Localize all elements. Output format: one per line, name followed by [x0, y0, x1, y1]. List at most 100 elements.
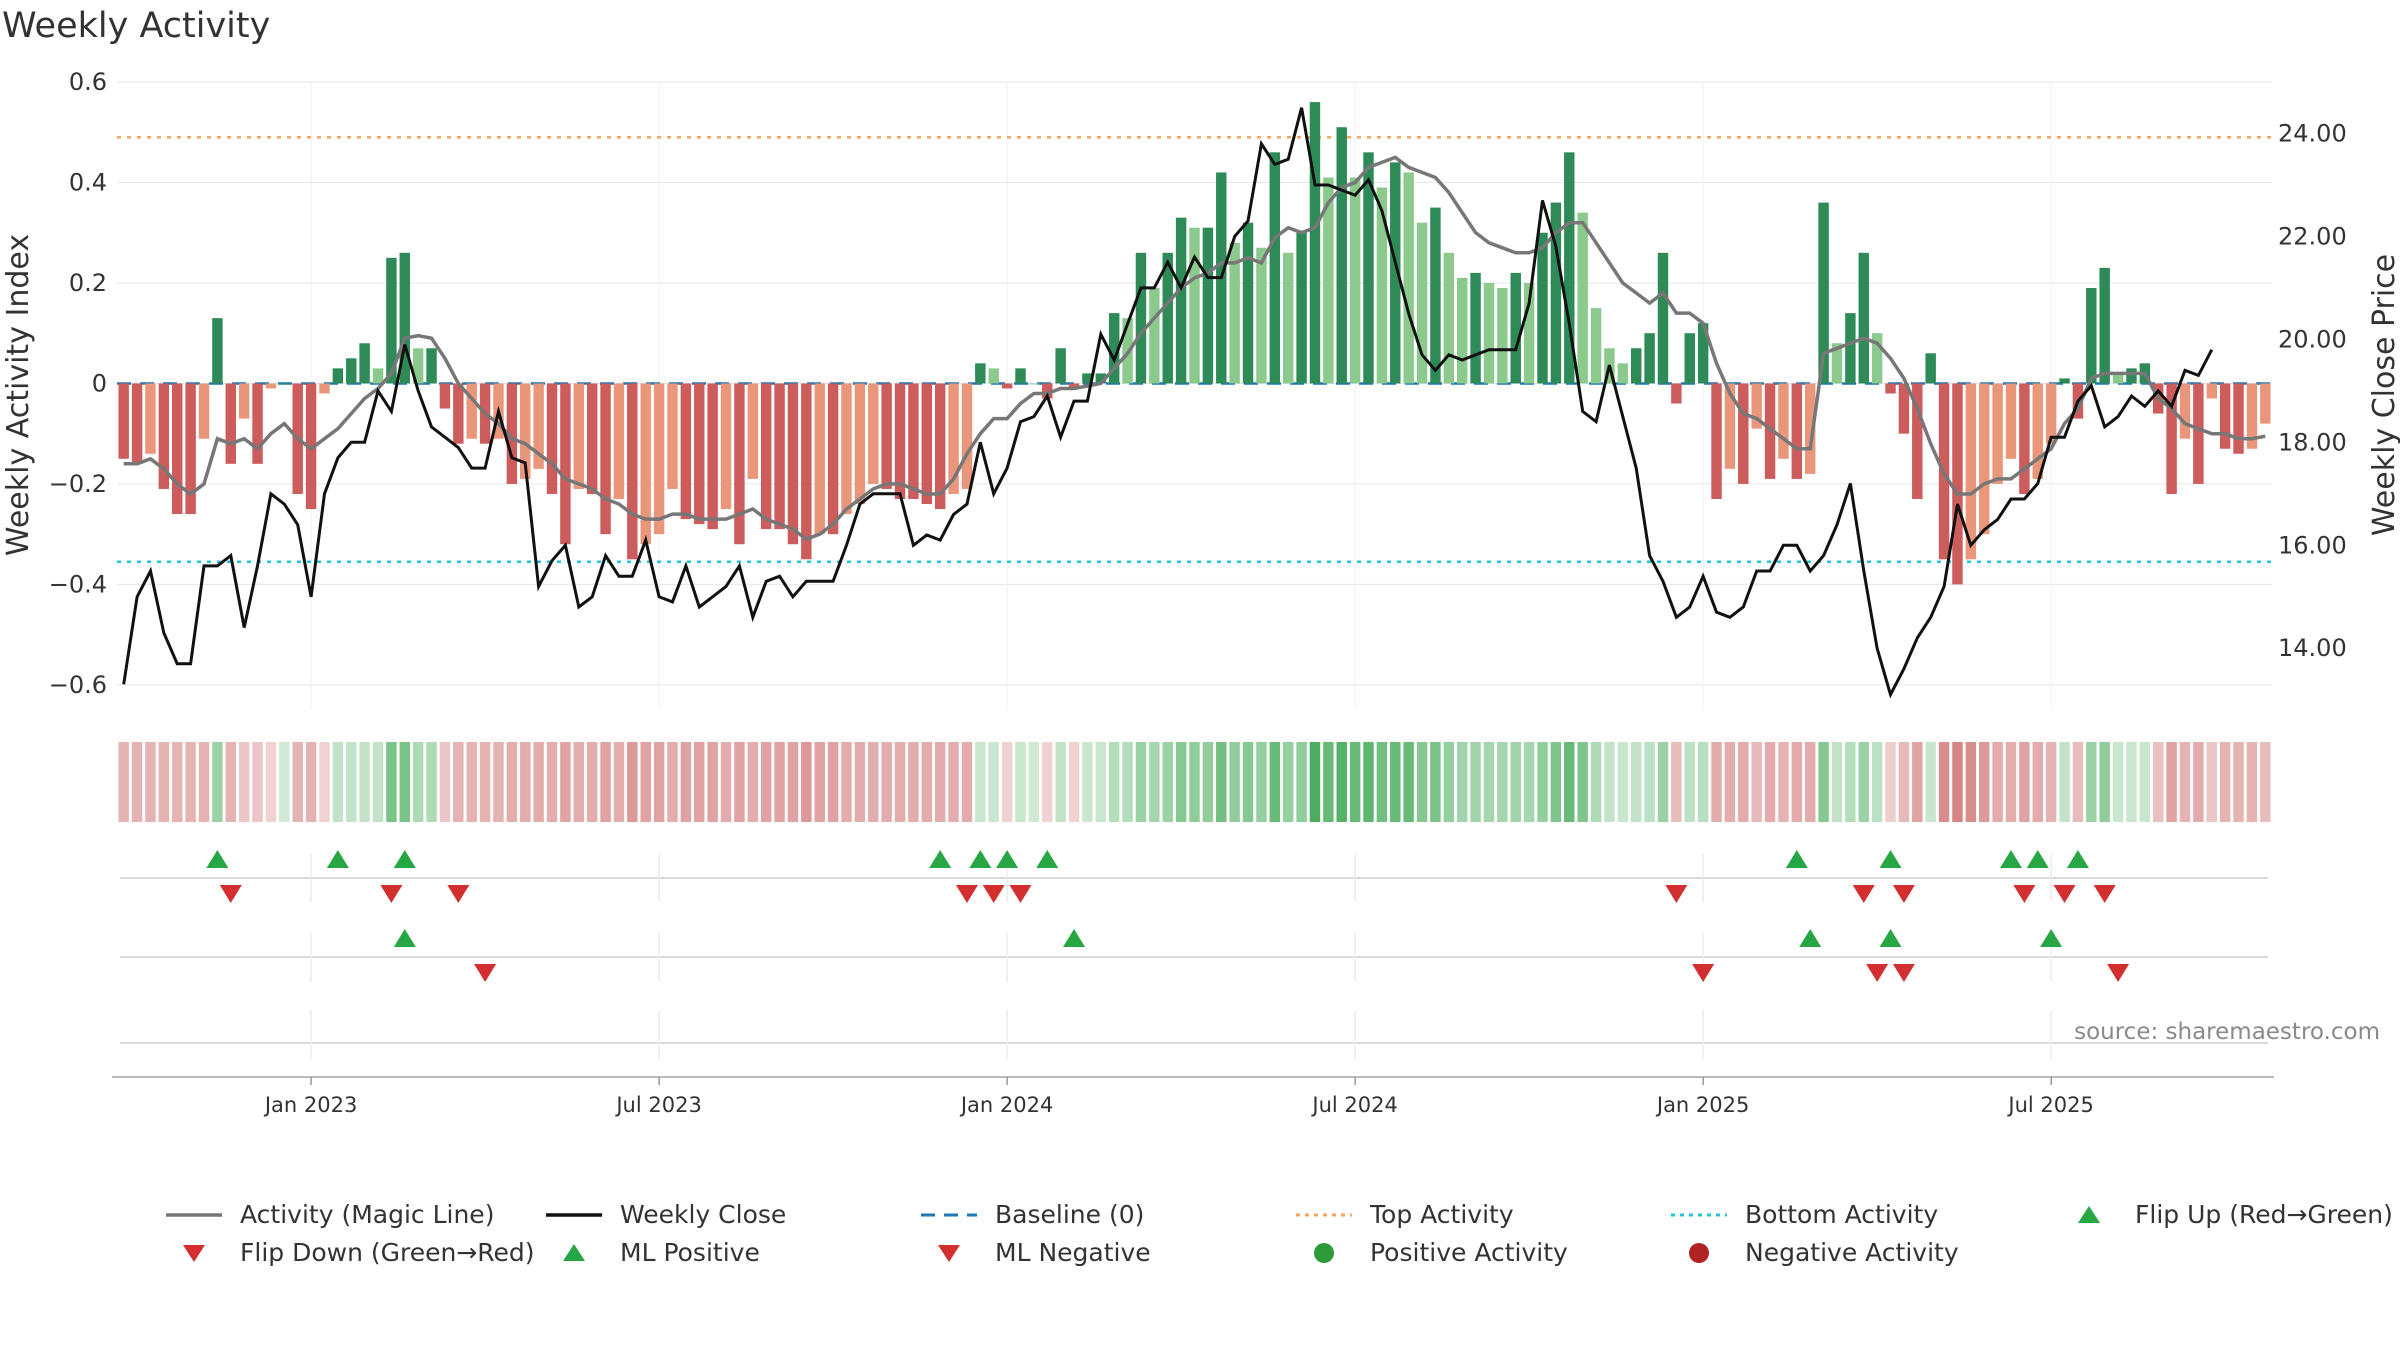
legend-item: Bottom Activity	[1665, 1200, 1938, 1229]
activity-bar	[1992, 383, 2003, 484]
activity-bar	[1015, 368, 1026, 384]
strength-cell	[412, 742, 424, 822]
activity-bar	[720, 383, 732, 510]
activity-bar	[238, 383, 250, 419]
legend-label: Positive Activity	[1370, 1238, 1568, 1267]
activity-bar	[1831, 343, 1843, 384]
activity-bar	[801, 383, 812, 560]
strength-cell	[1804, 742, 1816, 822]
y2-tick-label: 16.00	[2278, 531, 2347, 559]
strength-cell	[1871, 742, 1883, 822]
activity-bar	[1042, 383, 1053, 399]
activity-bar	[2005, 383, 2017, 459]
activity-bar	[2246, 383, 2258, 449]
activity-bar	[1282, 252, 1294, 384]
strength-cell	[1376, 742, 1388, 822]
activity-bar	[1550, 202, 1562, 384]
activity-bar	[854, 383, 866, 505]
legend-label: ML Negative	[995, 1238, 1151, 1267]
strength-cell	[1644, 742, 1655, 822]
legend-label: Baseline (0)	[995, 1200, 1145, 1229]
activity-bar	[319, 383, 330, 394]
strength-cell	[827, 742, 839, 822]
activity-bar	[1751, 383, 1762, 429]
series-lines	[122, 107, 2266, 699]
activity-bar	[1791, 383, 1803, 479]
strength-cell	[1042, 742, 1053, 822]
strength-cell	[760, 742, 772, 822]
strength-cell	[1416, 742, 1428, 822]
strength-cell	[2139, 742, 2151, 822]
legend-symbol-icon	[1671, 1213, 1727, 1216]
strength-cell	[640, 742, 651, 822]
flip-down-marker	[380, 885, 403, 903]
activity-bar	[881, 383, 892, 489]
activity-bar	[760, 383, 772, 530]
strength-cell	[1697, 742, 1709, 822]
flip-down-marker	[982, 885, 1005, 903]
activity-bar	[1403, 172, 1414, 384]
strength-cell	[600, 742, 611, 822]
activity-bar	[1590, 308, 1602, 384]
strength-cell	[1149, 742, 1160, 822]
flip-down-marker	[2053, 885, 2076, 903]
activity-bar	[2219, 383, 2231, 449]
strength-cell	[292, 742, 303, 822]
activity-bar	[2166, 383, 2177, 494]
y-tick-label: 0.6	[69, 68, 107, 96]
activity-bar	[1537, 232, 1548, 384]
strength-cell	[212, 742, 223, 822]
legend-item: Weekly Close	[540, 1200, 786, 1229]
strength-cell	[466, 742, 477, 822]
strength-cell	[1309, 742, 1321, 822]
activity-bar	[158, 383, 170, 489]
strength-cell	[319, 742, 330, 822]
y-tick-label: 0	[92, 369, 107, 397]
activity-bar	[279, 383, 290, 385]
legend-label: Weekly Close	[620, 1200, 787, 1229]
activity-bar	[680, 383, 692, 520]
strength-cell	[1992, 742, 2003, 822]
activity-bar	[1858, 252, 1869, 384]
ml-positive-marker	[393, 929, 416, 947]
strength-cell	[1483, 742, 1495, 822]
activity-bar	[212, 318, 223, 384]
ml-positive-marker	[1799, 929, 1822, 947]
ml-negative-marker	[2107, 964, 2130, 982]
strength-cell	[1550, 742, 1562, 822]
strength-cell	[1082, 742, 1093, 822]
strength-cell	[881, 742, 892, 822]
strength-cell	[948, 742, 959, 822]
activity-bar	[694, 383, 705, 525]
strength-cell	[1323, 742, 1334, 822]
activity-bar	[265, 383, 277, 389]
strength-cell	[1885, 742, 1896, 822]
strength-cell	[774, 742, 785, 822]
activity-bar	[573, 383, 585, 489]
strength-cell	[118, 742, 129, 822]
strength-cell	[1202, 742, 1214, 822]
activity-bar	[1912, 383, 1923, 499]
chart-title: Weekly Activity	[2, 6, 271, 46]
activity-bar	[1189, 227, 1200, 384]
strength-cell	[1403, 742, 1414, 822]
activity-bar	[1497, 287, 1508, 384]
strength-cell	[1456, 742, 1468, 822]
activity-bar	[1135, 252, 1147, 384]
activity-bar	[2206, 383, 2217, 399]
strength-cell	[2032, 742, 2043, 822]
strength-cell	[1497, 742, 1508, 822]
strength-cell	[1671, 742, 1682, 822]
strength-cell	[787, 742, 799, 822]
strength-cell	[1296, 742, 1307, 822]
activity-bar	[453, 383, 464, 444]
strength-cell	[2206, 742, 2217, 822]
activity-bar	[1818, 202, 1829, 384]
activity-bar	[2086, 287, 2097, 384]
activity-bar	[2032, 383, 2043, 479]
strength-cell	[1604, 742, 1615, 822]
strength-cell	[2179, 742, 2191, 822]
activity-bar	[1925, 353, 1936, 384]
activity-bar	[1309, 102, 1321, 384]
activity-bar	[586, 383, 598, 494]
